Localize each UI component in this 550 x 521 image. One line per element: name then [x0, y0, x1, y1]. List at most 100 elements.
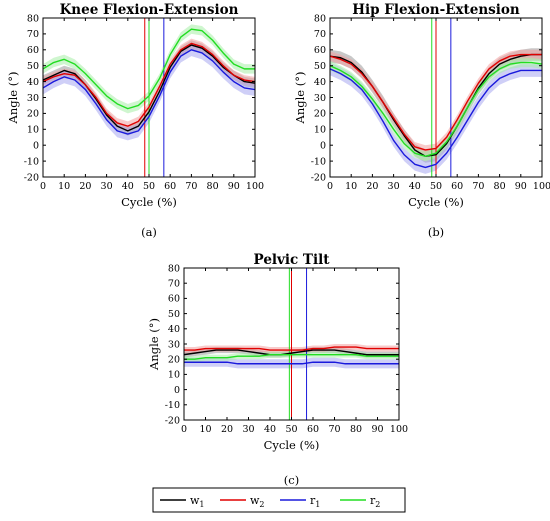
pelvic-tilt-ytick-label-30: 30 — [168, 339, 180, 350]
pelvic-tilt-xtick-label-0: 0 — [181, 424, 187, 435]
hip-flexion-extension-ytick-label-80: 80 — [314, 13, 326, 24]
pelvic-tilt-ytick-label-80: 80 — [168, 263, 180, 274]
knee-flexion-extension-ytick-label-20: -20 — [24, 172, 39, 183]
pelvic-tilt-ytick-label-70: 70 — [168, 279, 180, 290]
pelvic-tilt-ytick-label-20: -20 — [165, 415, 180, 426]
hip-flexion-extension-plot-area — [330, 18, 542, 177]
hip-flexion-extension-xtick-label-50: 50 — [430, 181, 442, 192]
knee-flexion-extension-ylabel: Angle (°) — [6, 72, 20, 125]
hip-flexion-extension-xtick-label-90: 90 — [515, 181, 527, 192]
pelvic-tilt-ytick-label-0: 0 — [174, 385, 180, 396]
legend-item-w2: w2 — [220, 494, 265, 509]
pelvic-tilt-line-r1 — [184, 361, 399, 365]
legend-item-w1: w1 — [160, 494, 205, 509]
knee-flexion-extension-line-r2 — [43, 28, 255, 110]
hip-flexion-extension-ytick-label-20: -20 — [311, 172, 326, 183]
hip-flexion-extension-line-r1 — [330, 68, 542, 169]
pelvic-tilt-line-w1 — [184, 349, 399, 356]
hip-flexion-extension-ytick-label-60: 60 — [314, 45, 326, 56]
knee-flexion-extension-xtick-label-100: 100 — [246, 181, 264, 192]
hip-flexion-extension-band-r1 — [330, 62, 542, 174]
pelvic-tilt-xtick-label-40: 40 — [264, 424, 276, 435]
hip-flexion-extension-xtick-label-30: 30 — [388, 181, 400, 192]
pelvic-tilt-xtick-label-50: 50 — [285, 424, 297, 435]
hip-flexion-extension-ytick-label-20: 20 — [314, 109, 326, 120]
knee-flexion-extension-xlabel: Cycle (%) — [121, 195, 177, 209]
pelvic-tilt-xtick-label-60: 60 — [307, 424, 319, 435]
hip-flexion-extension-xtick-label-100: 100 — [533, 181, 550, 192]
hip-flexion-extension-ytick-label-10: 10 — [314, 125, 326, 136]
pelvic-tilt-ytick-label-40: 40 — [168, 324, 180, 335]
hip-flexion-extension-ylabel: Angle (°) — [293, 72, 307, 125]
pelvic-tilt-ytick-label-10: -10 — [165, 400, 180, 411]
hip-flexion-extension-xtick-label-70: 70 — [472, 181, 484, 192]
pelvic-tilt-caption: (c) — [284, 473, 299, 487]
knee-flexion-extension-xtick-label-70: 70 — [185, 181, 197, 192]
knee-flexion-extension-caption: (a) — [141, 225, 157, 239]
knee-flexion-extension-ytick-label-70: 70 — [27, 29, 39, 40]
knee-flexion-extension-xtick-label-10: 10 — [58, 181, 70, 192]
hip-flexion-extension-title: Hip Flexion-Extension — [352, 2, 520, 18]
legend-sub-w2: 2 — [259, 500, 264, 509]
pelvic-tilt-chart: 0 10 20 30 40 50 60 70 80 90 100 -20 -10 0 10 20 30 40 50 6… — [147, 252, 408, 487]
pelvic-tilt-ytick-label-60: 60 — [168, 294, 180, 305]
legend-sub-w1: 1 — [199, 500, 204, 509]
pelvic-tilt-line-w2 — [184, 346, 399, 351]
knee-flexion-extension-xtick-label-40: 40 — [122, 181, 134, 192]
legend: w1 w2 r1 r2 — [152, 487, 406, 513]
knee-flexion-extension-line-w1 — [43, 44, 255, 132]
knee-flexion-extension-ytick-label-10: -10 — [24, 156, 39, 167]
pelvic-tilt-ytick-label-50: 50 — [168, 309, 180, 320]
hip-flexion-extension-chart: 0 10 20 30 40 50 60 70 80 90 100 -20 -10 0 10 20 30 40 50 6… — [293, 2, 550, 239]
pelvic-tilt-xlabel: Cycle (%) — [264, 438, 320, 452]
hip-flexion-extension-xtick-label-10: 10 — [345, 181, 357, 192]
knee-flexion-extension-xtick-label-60: 60 — [164, 181, 176, 192]
svg-text:w2: w2 — [250, 494, 265, 509]
hip-flexion-extension-caption: (b) — [428, 225, 444, 239]
knee-flexion-extension-ytick-label-20: 20 — [27, 109, 39, 120]
hip-flexion-extension-xtick-label-40: 40 — [409, 181, 421, 192]
knee-flexion-extension-xtick-label-0: 0 — [40, 181, 46, 192]
legend-item-r1: r1 — [280, 494, 320, 509]
hip-flexion-extension-ytick-label-0: 0 — [320, 141, 326, 152]
svg-text:r2: r2 — [370, 494, 380, 509]
legend-label-w2: w — [250, 494, 260, 507]
knee-flexion-extension-ytick-label-50: 50 — [27, 61, 39, 72]
pelvic-tilt-ytick-label-10: 10 — [168, 370, 180, 381]
hip-flexion-extension-band-w2 — [330, 49, 542, 155]
hip-flexion-extension-ytick-label-50: 50 — [314, 61, 326, 72]
pelvic-tilt-xtick-label-80: 80 — [350, 424, 362, 435]
pelvic-tilt-line-r2 — [184, 353, 399, 360]
knee-flexion-extension-plot-area — [43, 18, 255, 177]
hip-flexion-extension-line-w2 — [330, 53, 542, 151]
pelvic-tilt-title: Pelvic Tilt — [254, 252, 331, 268]
knee-flexion-extension-title: Knee Flexion-Extension — [60, 2, 239, 18]
hip-flexion-extension-xtick-label-80: 80 — [494, 181, 506, 192]
legend-item-r2: r2 — [340, 494, 380, 509]
svg-text:w1: w1 — [190, 494, 205, 509]
knee-flexion-extension-ytick-label-80: 80 — [27, 13, 39, 24]
hip-flexion-extension-xtick-label-0: 0 — [327, 181, 333, 192]
pelvic-tilt-plot-area — [184, 268, 399, 420]
knee-flexion-extension-ytick-label-0: 0 — [33, 141, 39, 152]
hip-flexion-extension-xlabel: Cycle (%) — [408, 195, 464, 209]
hip-flexion-extension-ytick-label-30: 30 — [314, 93, 326, 104]
svg-text:r1: r1 — [310, 494, 320, 509]
knee-flexion-extension-xtick-label-80: 80 — [207, 181, 219, 192]
hip-flexion-extension-line-r2 — [330, 61, 542, 158]
pelvic-tilt-xtick-label-10: 10 — [199, 424, 211, 435]
pelvic-tilt-xtick-label-20: 20 — [221, 424, 233, 435]
pelvic-tilt-xtick-label-90: 90 — [371, 424, 383, 435]
hip-flexion-extension-xtick-label-60: 60 — [451, 181, 463, 192]
knee-flexion-extension-line-r1 — [43, 49, 255, 135]
legend-label-r1: r — [310, 494, 316, 507]
knee-flexion-extension-xtick-label-50: 50 — [143, 181, 155, 192]
knee-flexion-extension-xtick-label-30: 30 — [101, 181, 113, 192]
legend-sub-r1: 1 — [315, 500, 320, 509]
legend-sub-r2: 2 — [375, 500, 380, 509]
knee-flexion-extension-ytick-label-10: 10 — [27, 125, 39, 136]
pelvic-tilt-xtick-label-100: 100 — [390, 424, 408, 435]
knee-flexion-extension-xtick-label-20: 20 — [79, 181, 91, 192]
hip-flexion-extension-ytick-label-70: 70 — [314, 29, 326, 40]
